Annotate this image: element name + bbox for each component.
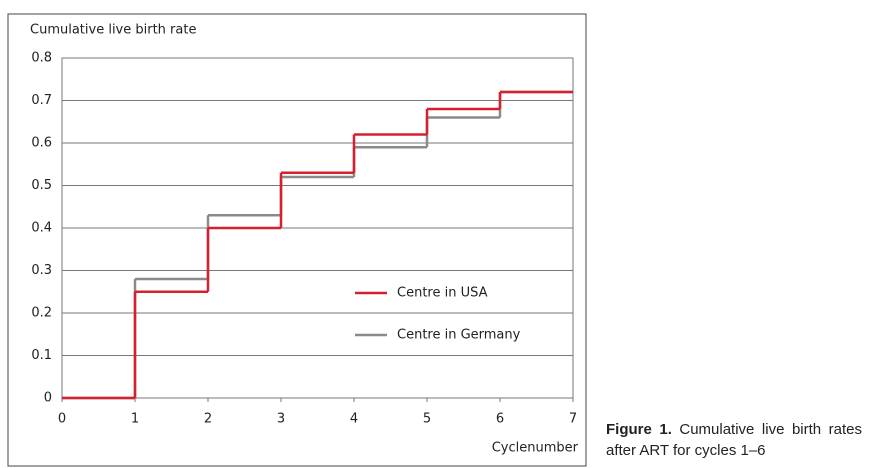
x-tick-label: 6 [496, 412, 504, 427]
y-tick-label: 0.7 [31, 93, 52, 108]
plot-border [61, 57, 574, 399]
step-riser [133, 92, 502, 398]
x-tick-label: 2 [204, 412, 212, 427]
x-tick-label: 3 [277, 412, 285, 427]
caption-label: Figure 1. [606, 421, 672, 438]
y-tick-label: 0.3 [31, 263, 52, 278]
x-tick-label: 4 [350, 412, 358, 427]
y-tick-label: 0.1 [31, 348, 52, 363]
y-tick-label: 0.2 [31, 306, 52, 321]
y-axis-title: Cumulative live birth rate [30, 23, 196, 38]
caption: Figure 1. Cumulative live birth rates af… [606, 419, 862, 461]
x-tick-label: 5 [423, 412, 431, 427]
y-tick-label: 0.8 [31, 51, 52, 66]
y-tick-label: 0 [44, 391, 52, 406]
frame [7, 13, 587, 467]
y-tick-label: 0.6 [31, 136, 52, 151]
chart: Cumulative live birth rate Cyclenumber 0… [7, 13, 587, 467]
y-tick-label: 0.4 [31, 221, 52, 236]
caption-text: Cumulative live birth rates after ART fo… [606, 421, 862, 459]
x-tick-label: 1 [131, 412, 139, 427]
x-tick-label: 7 [569, 412, 577, 427]
x-axis-title: Cyclenumber [492, 441, 579, 456]
x-tick-label: 0 [58, 412, 66, 427]
y-tick-label: 0.5 [31, 178, 52, 193]
legend-label: Centre in Germany [397, 328, 521, 343]
legend-label: Centre in USA [397, 286, 488, 301]
